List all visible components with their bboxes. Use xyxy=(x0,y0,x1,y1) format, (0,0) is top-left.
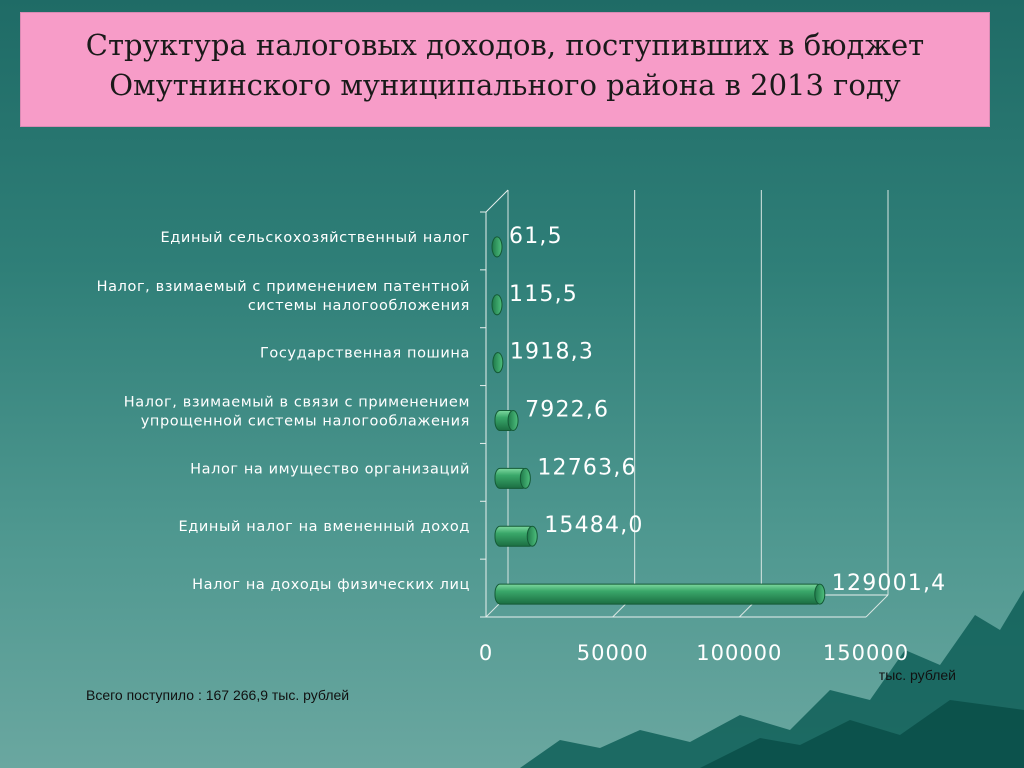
x-tick-label-1: 50000 xyxy=(577,641,649,665)
category-label-1-0: Налог, взимаемый с применением патентной xyxy=(97,279,470,295)
category-label-1-1: системы налогообложения xyxy=(248,298,470,314)
bar-cap-4 xyxy=(519,467,531,489)
value-label-3: 7922,6 xyxy=(525,398,609,423)
value-label-1: 115,5 xyxy=(509,282,578,307)
bar-6 xyxy=(494,583,823,605)
slide-title: Структура налоговых доходов, поступивших… xyxy=(86,25,924,105)
bar-cap-2 xyxy=(492,352,504,374)
bar-cap-6 xyxy=(814,583,826,605)
x-tick-label-3: 150000 xyxy=(823,641,909,665)
bar-cap-0 xyxy=(491,236,503,258)
title-banner: Структура налоговых доходов, поступивших… xyxy=(20,12,990,127)
category-label-5-0: Единый налог на вмененный доход xyxy=(178,519,470,535)
category-label-4-0: Налог на имущество организаций xyxy=(190,461,470,477)
x-tick-label-0: 0 xyxy=(479,641,493,665)
title-line-2: Омутнинского муниципального района в 201… xyxy=(109,67,901,102)
category-label-3-1: упрощенной системы налогооблажения xyxy=(141,414,470,430)
value-label-0: 61,5 xyxy=(509,224,563,249)
value-label-5: 15484,0 xyxy=(544,513,643,538)
x-tick-label-2: 100000 xyxy=(696,641,782,665)
category-label-3-0: Налог, взимаемый в связи с применением xyxy=(124,395,470,411)
value-label-6: 129001,4 xyxy=(832,571,947,596)
bar-cap-3 xyxy=(507,410,519,431)
x-axis-unit-label: тыс. рублей xyxy=(879,667,956,683)
bar-cap-5 xyxy=(526,525,538,547)
category-label-6-0: Налог на доходы физических лиц xyxy=(192,577,470,593)
category-label-2-0: Государственная пошина xyxy=(260,346,470,362)
category-label-0-0: Единый сельскохозяйственный налог xyxy=(161,230,470,246)
title-line-1: Структура налоговых доходов, поступивших… xyxy=(85,27,925,62)
floor-gridline-3 xyxy=(865,594,889,618)
total-note: Всего поступило : 167 266,9 тыс. рублей xyxy=(86,687,350,703)
value-label-2: 1918,3 xyxy=(510,340,594,365)
value-label-4: 12763,6 xyxy=(537,455,636,480)
bar-cap-1 xyxy=(491,294,503,316)
y-axis-top-edge xyxy=(485,189,509,213)
